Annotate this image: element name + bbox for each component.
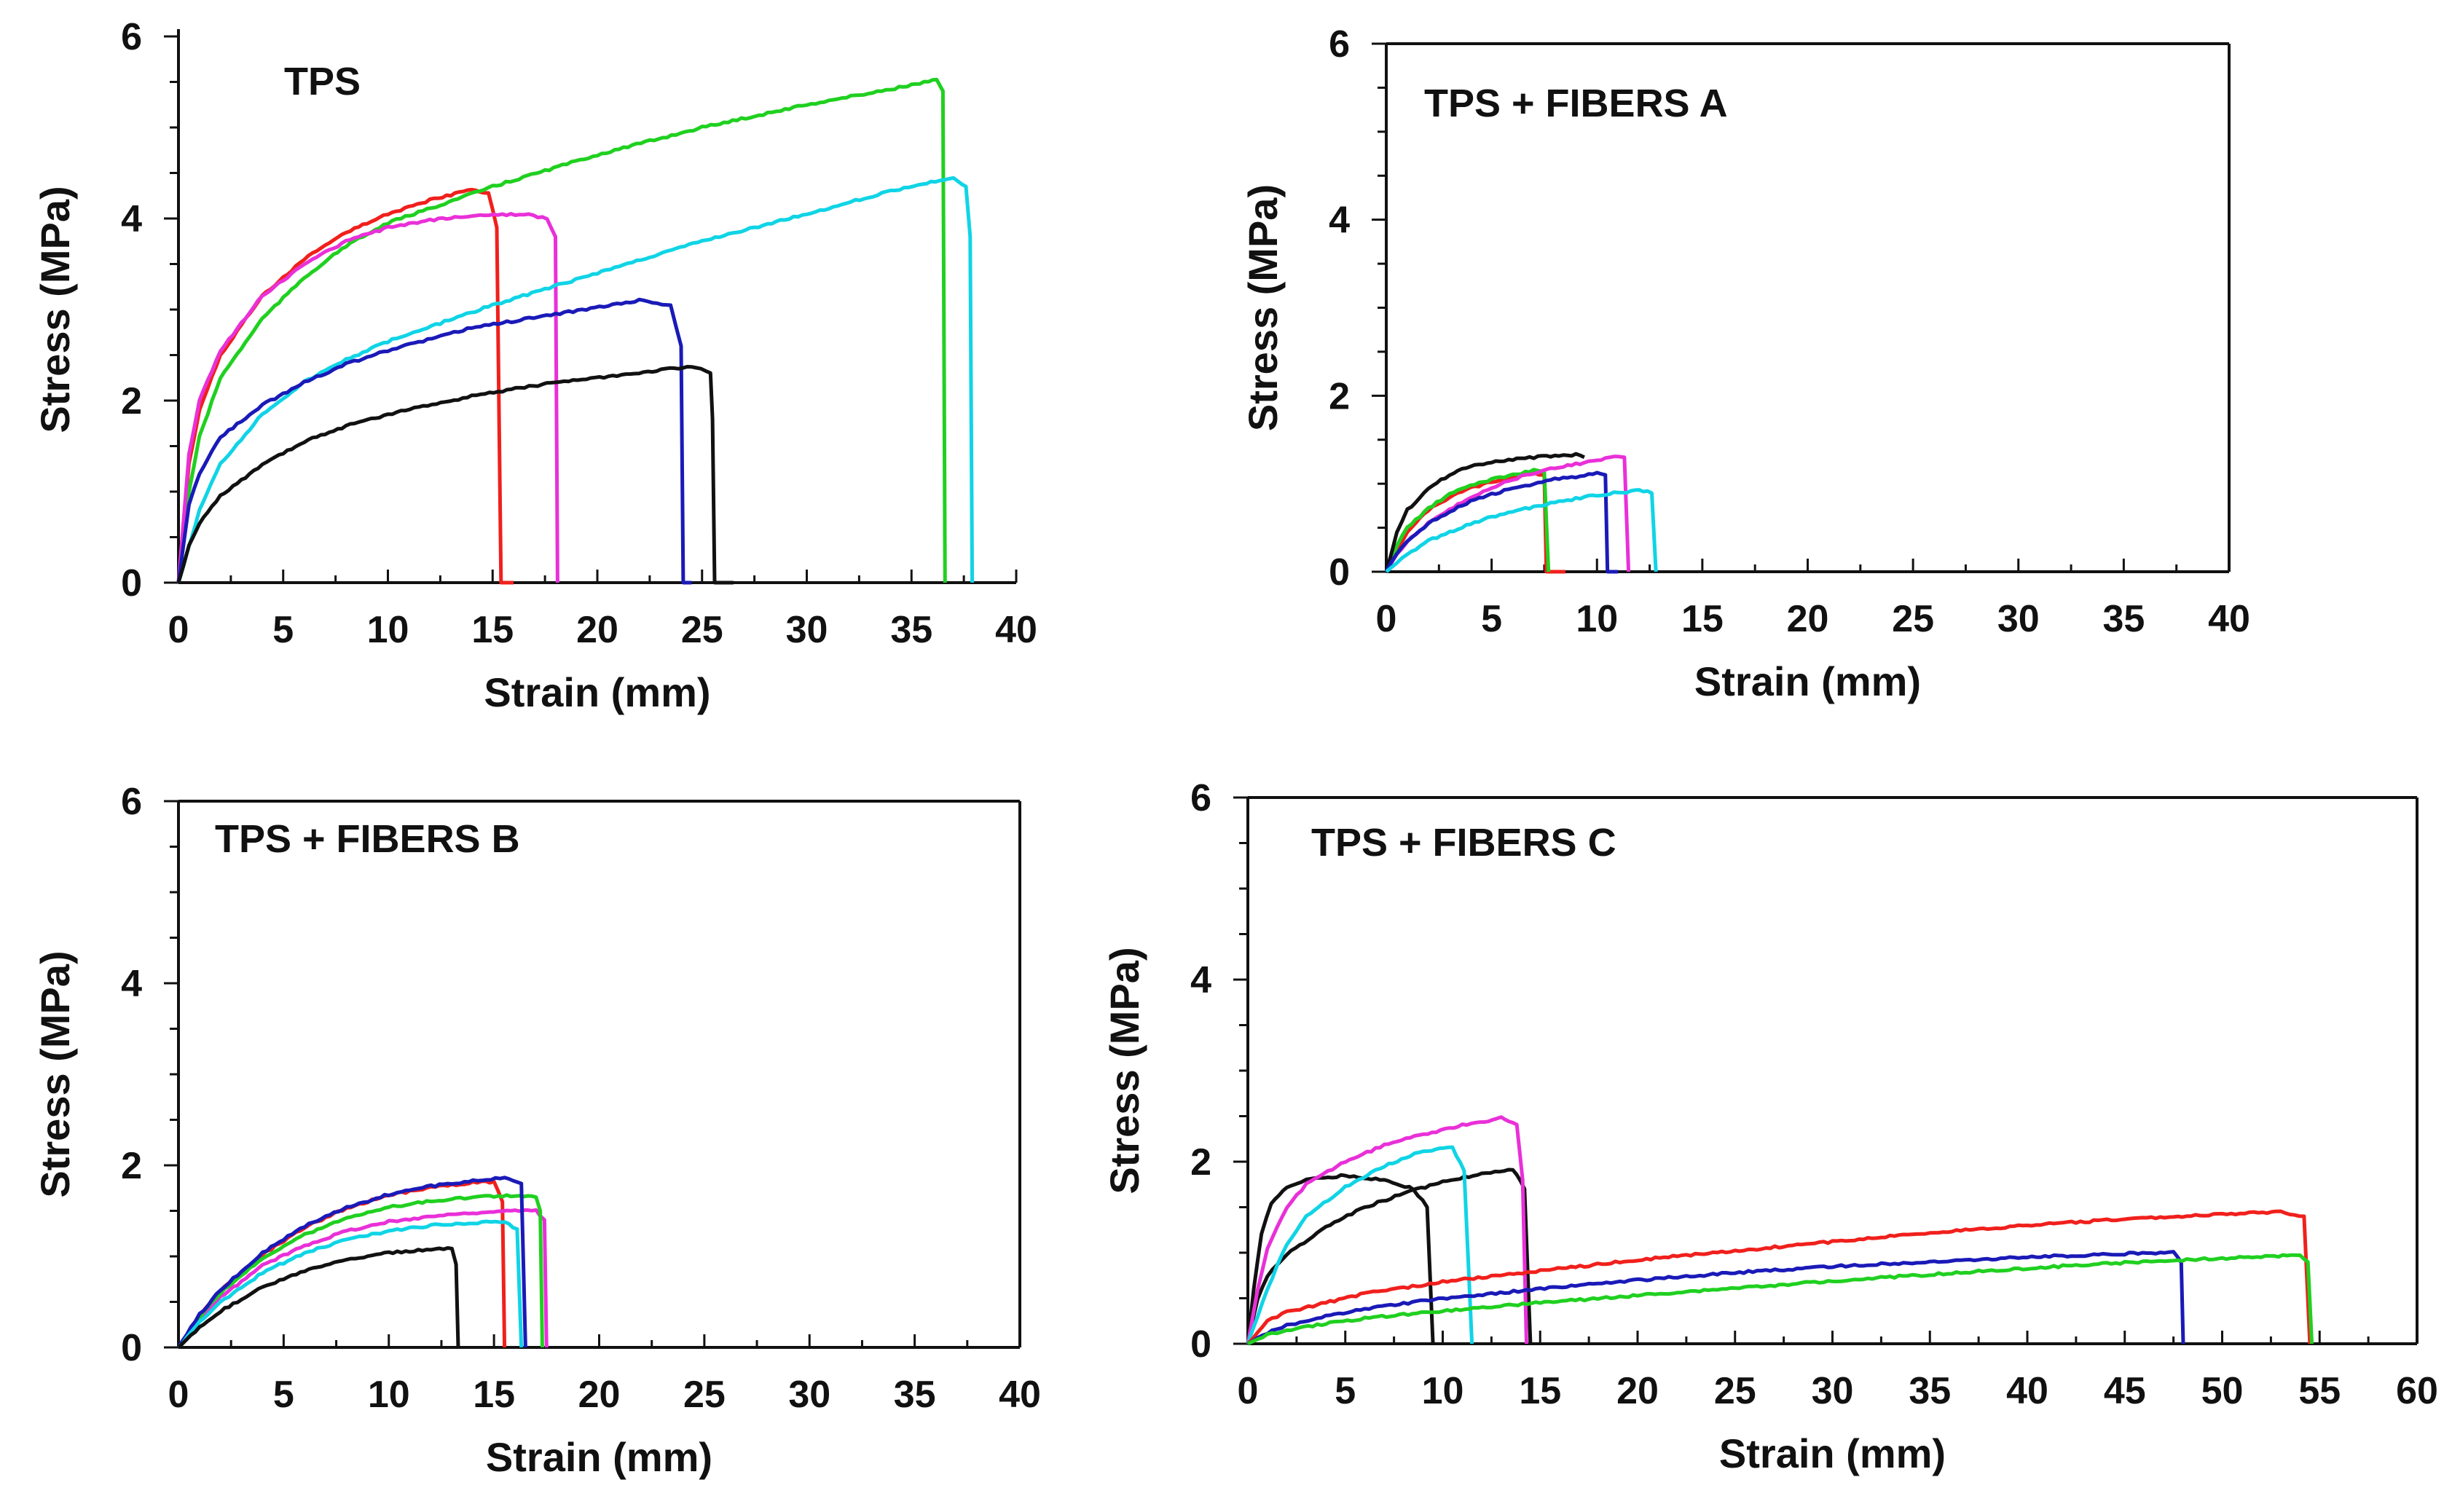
x-tick-label: 15: [1519, 1370, 1561, 1412]
x-tick-label: 20: [576, 609, 618, 651]
x-tick-label: 30: [788, 1374, 830, 1416]
x-tick-label: 60: [2396, 1370, 2438, 1412]
panel-title: TPS + FIBERS C: [1311, 821, 1616, 865]
x-tick-label: 40: [2208, 598, 2250, 640]
panel-tps: 0 5 10 15 20 25 30 35 40 0 2 4 6 Strain (mm) Stress (M…: [32, 16, 1037, 715]
x-tick-label: 30: [786, 609, 828, 651]
series-line-black: [177, 1246, 460, 1349]
x-axis-label: Strain (mm): [1719, 1430, 1946, 1476]
series-line-magenta: [1246, 1115, 1528, 1344]
x-tick-label: 25: [1892, 598, 1934, 640]
series-line-green: [176, 77, 947, 583]
series-line-green: [1246, 1253, 2314, 1346]
x-tick-label: 50: [2201, 1370, 2244, 1412]
series-line-black: [176, 365, 734, 585]
y-axis-label: Stress (MPa): [32, 186, 78, 433]
series-line-magenta: [176, 1208, 549, 1349]
series-line-black-2: [1246, 1168, 1533, 1344]
x-tick-label: 10: [368, 1374, 410, 1416]
x-axis-label: Strain (mm): [484, 669, 710, 715]
x-tick-label: 15: [471, 609, 514, 651]
x-tick-label: 25: [681, 609, 723, 651]
x-tick-label: 15: [473, 1374, 515, 1416]
y-tick-label: 6: [121, 781, 142, 823]
series-line-red: [1246, 1209, 2312, 1345]
x-tick-label: 10: [1576, 598, 1618, 640]
panel-title: TPS + FIBERS A: [1424, 82, 1728, 125]
y-tick-label: 4: [1329, 200, 1350, 242]
x-tick-label: 25: [683, 1374, 726, 1416]
x-tick-label: 0: [168, 609, 189, 651]
panel-tps-fibers-b: 0 5 10 15 20 25 30 35 40 0 2 4 6 Strain (mm) Stress (M…: [32, 781, 1041, 1480]
panel-title: TPS: [284, 60, 361, 103]
x-tick-label: 35: [894, 1374, 936, 1416]
y-tick-label: 4: [121, 198, 142, 240]
y-tick-label: 0: [121, 1327, 142, 1369]
panel-tps-fibers-a: 0 5 10 15 20 25 30 35 40 0 2 4 6 Strain (mm) Stress (M…: [1240, 23, 2250, 704]
x-tick-label: 35: [2102, 598, 2145, 640]
y-tick-label: 0: [1329, 551, 1350, 594]
x-tick-label: 5: [1481, 598, 1502, 640]
x-tick-label: 20: [1787, 598, 1829, 640]
x-tick-label: 0: [168, 1374, 189, 1416]
y-axis-label: Stress (MPa): [32, 950, 78, 1197]
x-tick-label: 40: [2006, 1370, 2048, 1412]
x-tick-label: 20: [578, 1374, 621, 1416]
y-tick-label: 2: [1190, 1141, 1211, 1184]
series-line-blue: [176, 297, 692, 585]
series-line-black: [1384, 452, 1585, 572]
x-tick-label: 55: [2298, 1370, 2341, 1412]
panel-title: TPS + FIBERS B: [215, 817, 520, 861]
x-tick-label: 25: [1714, 1370, 1756, 1412]
x-tick-label: 35: [890, 609, 932, 651]
x-tick-label: 40: [995, 609, 1037, 651]
x-tick-label: 5: [273, 1374, 294, 1416]
series-line-green: [177, 1193, 544, 1349]
x-tick-label: 10: [367, 609, 409, 651]
x-tick-label: 10: [1422, 1370, 1464, 1412]
x-axis-label: Strain (mm): [1694, 658, 1921, 704]
x-tick-label: 0: [1238, 1370, 1259, 1412]
y-tick-label: 4: [121, 963, 142, 1005]
x-tick-label: 5: [272, 609, 294, 651]
y-tick-label: 4: [1190, 959, 1211, 1001]
series-line-blue: [176, 1176, 527, 1349]
x-tick-label: 15: [1681, 598, 1724, 640]
series-line-cyan: [177, 1219, 524, 1349]
series-line-magenta: [176, 212, 559, 583]
y-tick-label: 2: [121, 1145, 142, 1187]
y-axis-label: Stress (MPa): [1101, 947, 1147, 1194]
y-tick-label: 0: [121, 562, 142, 605]
series-line-blue: [1246, 1250, 2185, 1346]
series-line-cyan: [1246, 1145, 1474, 1344]
y-tick-label: 6: [1190, 777, 1211, 819]
series-line-black-1: [1246, 1173, 1435, 1344]
y-tick-label: 0: [1190, 1323, 1211, 1366]
y-tick-label: 6: [121, 16, 142, 58]
x-tick-label: 30: [1812, 1370, 1854, 1412]
series-line-cyan: [1385, 488, 1658, 573]
x-tick-label: 30: [1997, 598, 2040, 640]
y-tick-label: 6: [1329, 23, 1350, 66]
x-tick-label: 40: [999, 1374, 1041, 1416]
panel-tps-fibers-c: 0 5 10 15 20 25 30 35 40 45 50 55 60 0 2 4 6 Strain (mm) S…: [1101, 777, 2438, 1476]
x-tick-label: 35: [1909, 1370, 1951, 1412]
y-axis-label: Stress (MPa): [1240, 184, 1286, 431]
y-tick-label: 2: [121, 380, 142, 422]
y-tick-label: 2: [1329, 375, 1350, 417]
x-axis-label: Strain (mm): [486, 1434, 712, 1480]
series-line-blue: [1384, 470, 1619, 574]
x-tick-label: 5: [1335, 1370, 1356, 1412]
x-tick-label: 45: [2104, 1370, 2146, 1412]
x-tick-label: 20: [1616, 1370, 1659, 1412]
x-tick-label: 0: [1376, 598, 1397, 640]
